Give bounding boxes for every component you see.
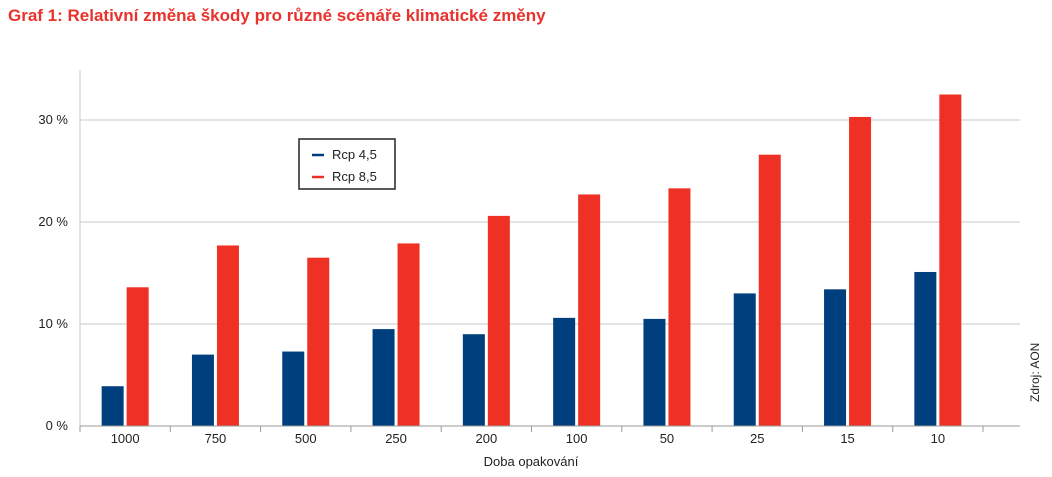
bar-rcp85	[849, 116, 872, 426]
bar-rcp45	[191, 354, 214, 426]
bar-rcp85	[126, 287, 149, 426]
source-note: Zdroj: AON	[1028, 342, 1042, 402]
x-axis: 1000 750 500 250 200 100 50 25 15 10	[79, 425, 1020, 446]
bar-rcp45	[101, 386, 124, 426]
x-axis-label: Doba opakování	[484, 454, 579, 469]
y-tick-labels: 0 % 10 % 20 % 30 %	[38, 112, 68, 433]
bar-rcp45	[914, 271, 937, 426]
bar-rcp85	[939, 94, 962, 426]
y-tick-label: 20 %	[38, 214, 68, 229]
bar-rcp85	[307, 257, 330, 426]
bar-rcp85	[668, 188, 691, 426]
bar-rcp85	[216, 245, 239, 426]
bar-rcp45	[643, 318, 666, 426]
bar-rcp85	[758, 154, 781, 426]
bar-rcp45	[553, 317, 576, 426]
bar-rcp85	[487, 215, 510, 426]
legend: Rcp 4,5 Rcp 8,5	[298, 138, 396, 190]
y-tick-label: 10 %	[38, 316, 68, 331]
y-tick-label: 0 %	[46, 418, 69, 433]
x-tick-label: 10	[931, 431, 945, 446]
x-tick-label: 25	[750, 431, 764, 446]
bar-rcp45	[733, 293, 756, 426]
x-tick-label: 250	[385, 431, 407, 446]
bar-rcp45	[462, 334, 485, 426]
x-tick-label: 15	[840, 431, 854, 446]
legend-label-rcp85: Rcp 8,5	[332, 169, 377, 184]
bar-rcp45	[824, 289, 847, 426]
x-tick-label: 200	[475, 431, 497, 446]
bar-rcp85	[397, 243, 420, 426]
bar-rcp45	[372, 329, 395, 426]
x-tick-label: 50	[660, 431, 674, 446]
bar-rcp45	[282, 351, 305, 426]
x-tick-label: 750	[205, 431, 227, 446]
legend-box	[298, 138, 396, 190]
x-tick-label: 1000	[111, 431, 140, 446]
y-tick-label: 30 %	[38, 112, 68, 127]
bar-rcp85	[578, 194, 601, 426]
x-tick-label: 100	[566, 431, 588, 446]
bars	[101, 94, 962, 426]
legend-label-rcp45: Rcp 4,5	[332, 147, 377, 162]
chart-title: Graf 1: Relativní změna škody pro různé …	[8, 6, 546, 25]
x-tick-label: 500	[295, 431, 317, 446]
